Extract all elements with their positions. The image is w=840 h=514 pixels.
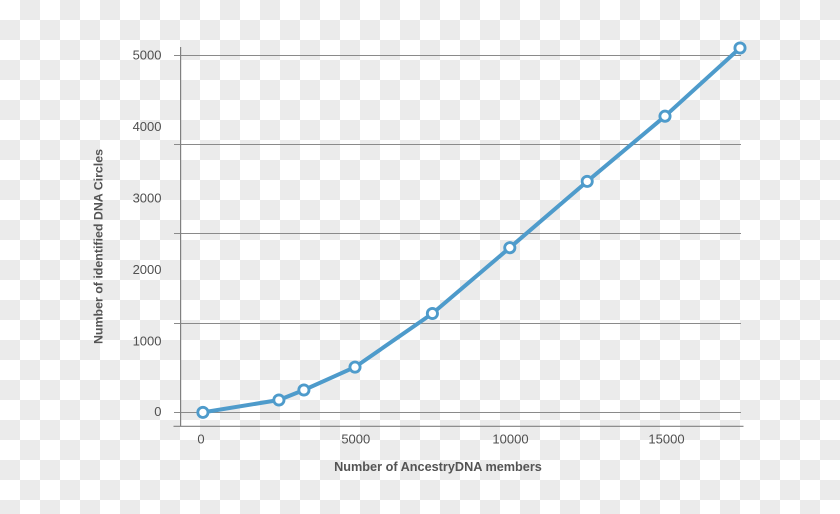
svg-text:1000: 1000	[133, 333, 162, 348]
svg-text:5000: 5000	[133, 48, 162, 63]
svg-text:0: 0	[197, 432, 204, 447]
svg-text:10000: 10000	[492, 432, 528, 447]
svg-text:0: 0	[154, 404, 161, 419]
svg-text:Number of AncestryDNA members: Number of AncestryDNA members	[334, 460, 542, 474]
svg-text:3000: 3000	[133, 191, 162, 206]
svg-text:2000: 2000	[133, 262, 162, 277]
svg-text:Number of identified DNA Circl: Number of identified DNA Circles	[92, 149, 106, 344]
svg-text:5000: 5000	[341, 432, 370, 447]
svg-text:15000: 15000	[648, 432, 684, 447]
svg-text:4000: 4000	[133, 119, 162, 134]
